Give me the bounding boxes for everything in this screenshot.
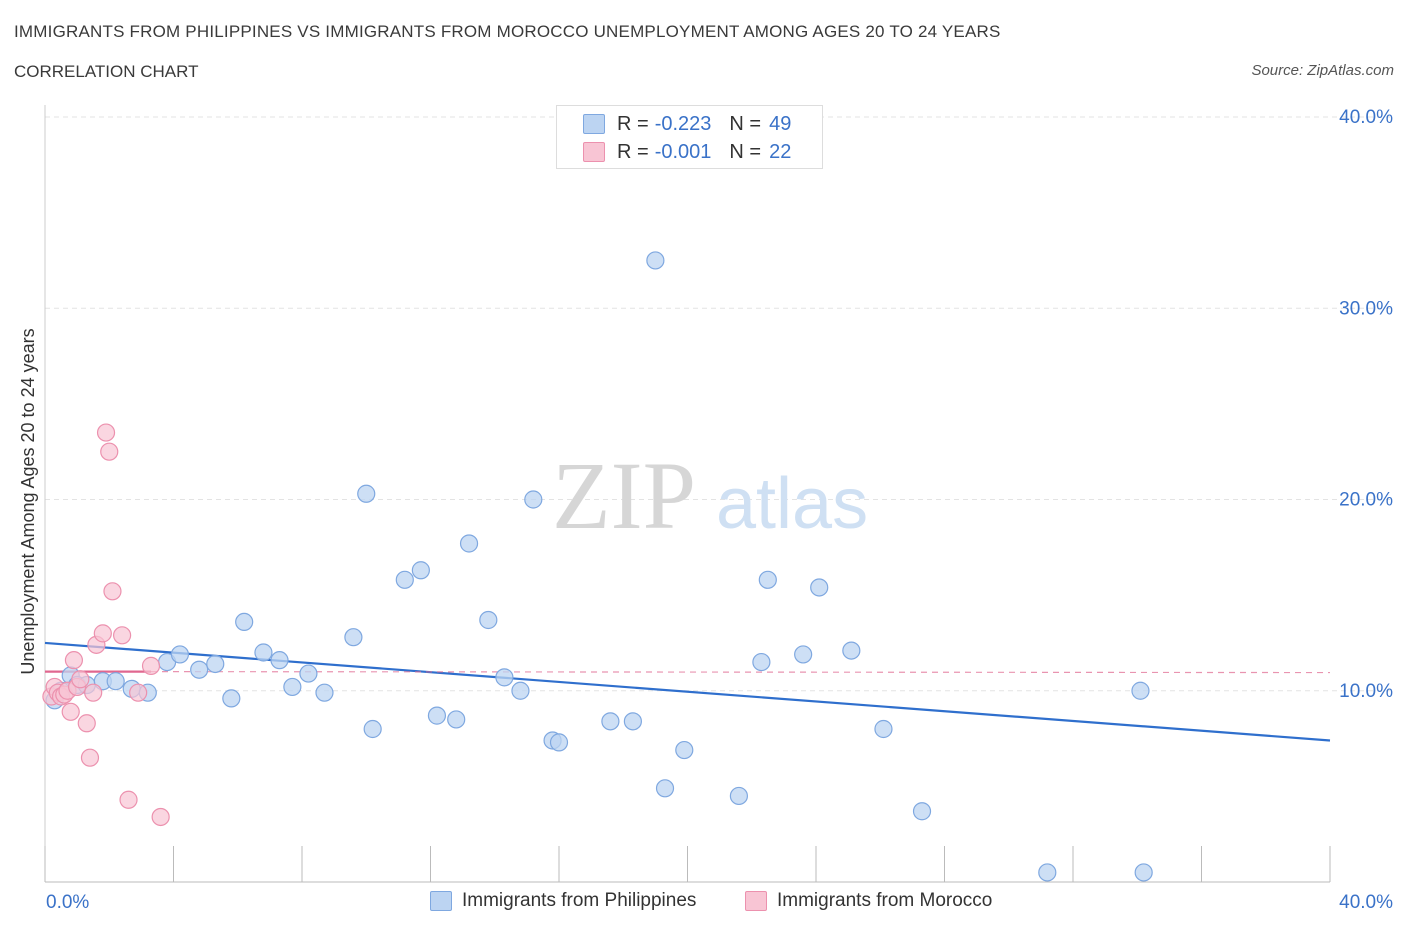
point-morocco (80, 748, 100, 767)
point-morocco (61, 702, 80, 721)
point-philippines (758, 570, 777, 589)
y-axis-label: Unemployment Among Ages 20 to 24 years (18, 328, 38, 674)
point-philippines (254, 643, 273, 662)
legend-swatch-morocco (583, 142, 605, 162)
point-philippines (222, 689, 241, 708)
point-philippines (459, 534, 479, 553)
point-philippines (675, 740, 694, 760)
point-morocco (84, 683, 103, 702)
point-philippines (1038, 863, 1057, 882)
source-credit: Source: ZipAtlas.com (1251, 62, 1394, 79)
chart-title: IMMIGRANTS FROM PHILIPPINES VS IMMIGRANT… (14, 22, 1001, 41)
data-points (42, 251, 1153, 882)
legend-swatch-philippines (430, 891, 452, 911)
point-morocco (64, 651, 84, 670)
point-philippines (810, 578, 829, 597)
point-morocco (129, 683, 148, 702)
legend-n-value-morocco: 22 (769, 140, 792, 163)
legend-r-value-philippines: -0.223 (654, 112, 712, 135)
point-philippines (912, 802, 932, 821)
point-philippines (479, 610, 498, 630)
chart-subtitle: CORRELATION CHART (14, 62, 199, 81)
legend-label-philippines: Immigrants from Philippines (462, 890, 697, 911)
point-philippines (270, 651, 289, 670)
y-tick-label: 10.0% (1339, 681, 1393, 702)
gridlines (45, 116, 1390, 692)
legend-n-label: N = (729, 140, 762, 163)
point-philippines (655, 779, 675, 798)
legend-swatch-philippines (583, 114, 605, 134)
point-philippines (646, 251, 665, 270)
correlation-legend: R = -0.223 N = 49 R = -0.001 N = 22 (556, 105, 823, 169)
point-morocco (71, 670, 90, 689)
point-morocco (96, 423, 116, 442)
point-philippines (1134, 863, 1153, 882)
point-philippines (874, 719, 893, 739)
watermark-atlas: atlas (716, 464, 868, 544)
point-philippines (357, 484, 376, 503)
legend-row-morocco: R = -0.001 N = 22 (583, 139, 791, 165)
point-morocco (151, 807, 170, 827)
point-philippines (549, 733, 569, 752)
legend-n-value-philippines: 49 (769, 112, 792, 135)
point-philippines (495, 668, 514, 687)
x-tick-label: 0.0% (46, 892, 89, 913)
point-philippines (235, 612, 254, 632)
point-morocco (77, 714, 96, 733)
point-philippines (299, 664, 318, 683)
trendline-morocco-extension (151, 671, 1331, 674)
point-philippines (511, 681, 530, 700)
point-morocco (93, 624, 112, 643)
point-philippines (170, 645, 190, 664)
legend-r-label: R = (617, 112, 649, 135)
point-philippines (794, 645, 813, 664)
point-morocco (119, 790, 138, 809)
point-philippines (190, 660, 209, 679)
point-morocco (100, 442, 119, 461)
point-philippines (623, 712, 642, 731)
tick-labels: 10.0% 20.0% 30.0% 40.0% 0.0% 40.0% Unemploymen… (18, 107, 1393, 913)
point-philippines (411, 561, 430, 580)
point-philippines (842, 641, 861, 660)
point-philippines (524, 490, 543, 509)
legend-label-morocco: Immigrants from Morocco (777, 890, 993, 911)
watermark: ZIP atlas (552, 442, 868, 549)
point-morocco (141, 656, 161, 675)
bottom-legend-philippines: Immigrants from Philippines (430, 890, 696, 912)
legend-n-label: N = (729, 112, 762, 135)
point-philippines (752, 652, 771, 672)
point-morocco (103, 582, 122, 601)
watermark-zip: ZIP (552, 442, 696, 549)
point-philippines (447, 710, 466, 729)
bottom-legend-morocco: Immigrants from Morocco (745, 890, 992, 912)
y-tick-label: 20.0% (1339, 490, 1393, 511)
legend-swatch-morocco (745, 891, 767, 911)
point-morocco (112, 626, 132, 645)
point-philippines (363, 719, 382, 739)
y-tick-label: 30.0% (1339, 298, 1393, 319)
point-philippines (395, 570, 414, 589)
point-philippines (601, 712, 620, 731)
y-tick-label: 40.0% (1339, 107, 1393, 128)
legend-r-label: R = (617, 140, 649, 163)
legend-row-philippines: R = -0.223 N = 49 (583, 111, 791, 137)
legend-r-value-morocco: -0.001 (654, 140, 712, 163)
point-philippines (729, 786, 749, 806)
point-philippines (106, 672, 125, 691)
x-tick-label: 40.0% (1339, 892, 1393, 913)
axes (44, 105, 1331, 883)
point-philippines (283, 677, 302, 697)
point-philippines (1131, 681, 1150, 700)
point-philippines (315, 683, 334, 702)
point-philippines (206, 654, 225, 674)
point-philippines (427, 706, 447, 725)
point-philippines (344, 628, 363, 647)
